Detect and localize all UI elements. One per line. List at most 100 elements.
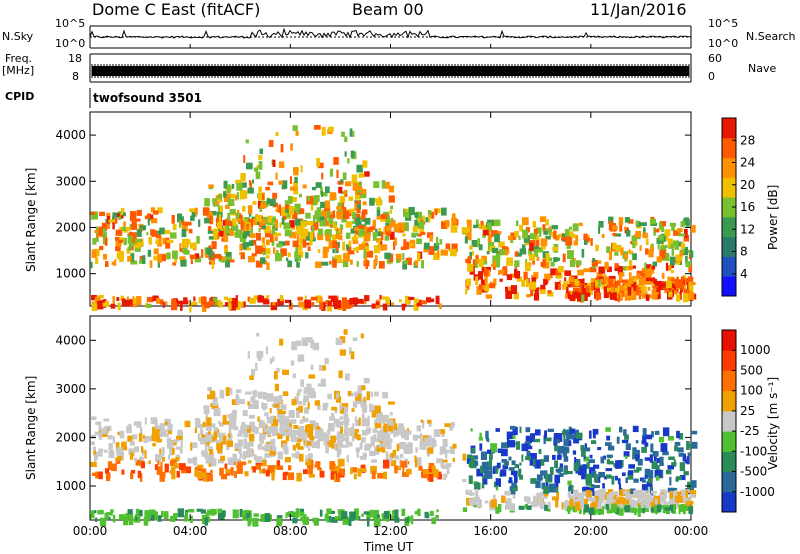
velocity-cell [593, 474, 599, 483]
velocity-cell [302, 417, 309, 423]
velocity-cell [436, 458, 443, 464]
velocity-cell [588, 459, 595, 464]
power-cell [499, 248, 506, 256]
velocity-cell [640, 499, 648, 508]
power-cell [358, 181, 362, 186]
velocity-cell [438, 429, 446, 435]
velocity-cell [430, 440, 437, 447]
velocity-cell [582, 464, 587, 469]
velocity-cell [683, 493, 688, 501]
power-cell [366, 243, 370, 252]
velocity-cell [579, 496, 585, 503]
power-cell [541, 244, 546, 250]
power-cell [237, 218, 242, 223]
power-cell [480, 285, 485, 290]
velocity-cell [277, 432, 283, 440]
power-cell [244, 247, 251, 251]
power-cell [473, 259, 478, 268]
velocity-cell [212, 402, 218, 406]
velocity-cell [127, 509, 133, 516]
power-cell [584, 238, 588, 245]
velocity-cell [343, 415, 346, 419]
power-cell [346, 232, 351, 239]
power-cell [209, 257, 215, 261]
velocity-cell [170, 516, 176, 522]
power-cell [661, 226, 665, 233]
power-cell [181, 222, 188, 232]
power-cell [351, 236, 358, 241]
velocity-cell [563, 501, 571, 510]
power-cell [165, 301, 168, 306]
power-cell [342, 172, 347, 180]
velocity-cell [262, 391, 267, 400]
velocity-cell [616, 436, 620, 444]
power-cell [361, 241, 367, 245]
power-cell [105, 218, 108, 226]
velocity-cell [543, 486, 550, 494]
velocity-cell [352, 337, 358, 341]
power-cell [356, 186, 362, 191]
velocity-cell [371, 470, 376, 480]
velocity-cell [367, 415, 370, 425]
power-cell [313, 215, 316, 224]
power-cell [354, 227, 359, 231]
power-cell [349, 128, 353, 137]
velocity-cell [338, 433, 345, 437]
velocity-cell [299, 419, 304, 424]
power-cell [190, 259, 193, 265]
velocity-cell [256, 332, 260, 337]
power-cell [680, 242, 685, 250]
x-tick-label: 04:00 [173, 524, 208, 538]
power-cell [373, 245, 381, 254]
velocity-cell [105, 468, 110, 474]
velocity-cell [533, 438, 541, 443]
velocity-cell [495, 506, 500, 514]
velocity-cell [255, 362, 258, 371]
power-cell [581, 249, 585, 258]
velocity-cell [462, 478, 467, 483]
power-cell [671, 224, 675, 232]
power-cell [311, 198, 318, 206]
power-colorbar-swatch [722, 236, 736, 257]
velocity-cell [104, 512, 109, 520]
power-cell [482, 230, 489, 236]
power-cell [148, 237, 152, 244]
power-cell [577, 269, 585, 276]
velocity-cell [247, 351, 250, 359]
power-cell [596, 287, 600, 293]
velocity-cell [625, 477, 628, 483]
power-cell [116, 297, 120, 301]
power-cell [574, 279, 579, 285]
power-cell [375, 228, 378, 235]
velocity-cell [243, 509, 250, 513]
power-cell [329, 216, 334, 225]
power-cell [231, 183, 235, 189]
power-cell [358, 244, 366, 250]
power-cell [629, 260, 633, 267]
power-cell [336, 243, 339, 251]
velocity-cell [175, 454, 181, 459]
velocity-cell [366, 391, 370, 401]
power-cell [668, 242, 675, 249]
velocity-cell [669, 476, 672, 486]
velocity-cell [111, 463, 117, 472]
power-cell [271, 240, 275, 246]
velocity-cell [566, 432, 573, 440]
power-cell [411, 232, 419, 237]
power-cell [490, 229, 493, 238]
velocity-cell [288, 429, 293, 438]
velocity-cell [504, 490, 511, 496]
x-tick-label: 20:00 [574, 524, 609, 538]
velocity-cell [643, 484, 646, 491]
power-cell [352, 247, 358, 251]
velocity-cell [361, 430, 368, 436]
velocity-cell [405, 517, 409, 523]
velocity-cell [138, 433, 143, 442]
power-cell [354, 203, 358, 211]
velocity-cell [573, 462, 579, 472]
power-cell [202, 303, 207, 312]
power-colorbar-swatch [722, 157, 736, 178]
power-cell [629, 272, 632, 281]
power-cell [341, 219, 347, 223]
velocity-cell [144, 449, 147, 459]
